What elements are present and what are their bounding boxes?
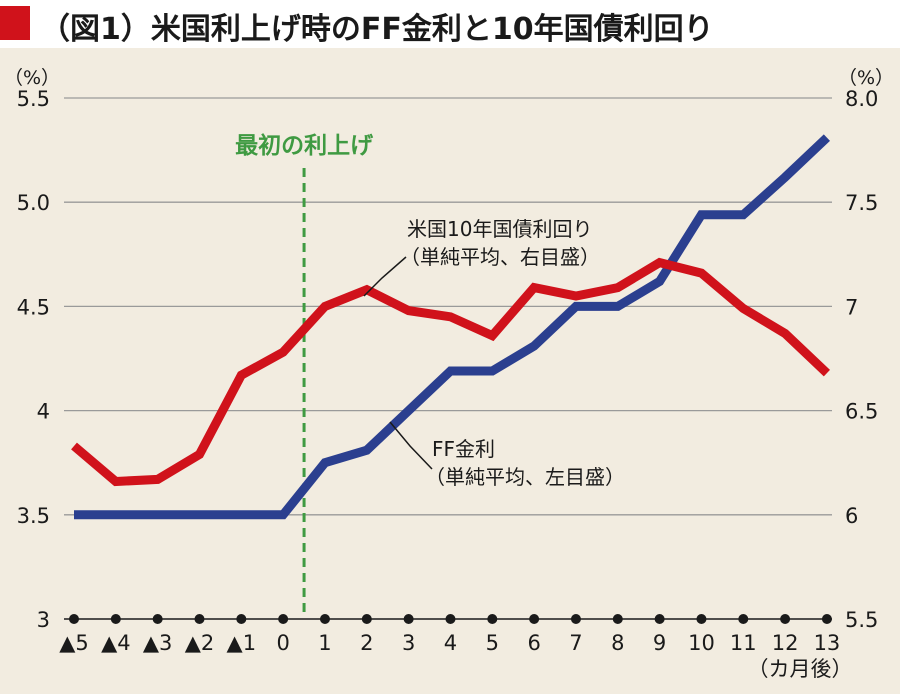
x-axis-dot [696, 614, 707, 624]
left-tick-label: 5.0 [17, 191, 50, 215]
treasury-label-line2: （単純平均、右目盛） [400, 245, 600, 269]
gridlines [64, 97, 832, 620]
x-tick-label: 4 [444, 631, 457, 655]
x-axis-ticks: ▲5 ▲4 ▲3 ▲2 ▲1 0 1 2 3 4 5 6 7 8 9 10 11 12 13 [59, 631, 840, 655]
event-marker: 最初の利上げ [235, 132, 374, 617]
ff-rate-line [74, 134, 830, 520]
x-axis-dot [403, 614, 414, 624]
x-tick-label: 5 [486, 631, 499, 655]
left-tick-label: 3 [37, 608, 50, 632]
x-axis-dot [780, 614, 791, 624]
left-axis-ticks: 3 3.5 4 4.5 5.0 5.5 [17, 87, 50, 632]
x-axis-dot [821, 614, 832, 624]
x-tick-label: 7 [569, 631, 582, 655]
left-tick-label: 4.5 [17, 295, 50, 319]
left-tick-label: 4 [37, 400, 50, 424]
x-axis-dot [738, 614, 749, 624]
x-axis-dot [361, 614, 372, 624]
x-axis-dot [110, 614, 121, 624]
left-tick-label: 5.5 [17, 87, 50, 111]
right-tick-label: 6.5 [845, 400, 878, 424]
ff-label-line2: （単純平均、左目盛） [425, 465, 625, 489]
x-tick-label: 9 [653, 631, 666, 655]
x-axis-dot [319, 614, 330, 624]
x-axis-dots [69, 614, 832, 624]
x-axis-dot [278, 614, 289, 624]
ff-label-line1: FF金利 [432, 437, 495, 461]
x-axis-dot [69, 614, 79, 624]
x-axis-dot [570, 614, 581, 624]
x-tick-label: 13 [814, 631, 841, 655]
x-axis-label: （カ月後） [748, 657, 853, 681]
x-tick-label: 6 [527, 631, 540, 655]
treasury-label-line1: 米国10年国債利回り [407, 217, 592, 241]
axes: （%） （%） 3 3.5 4 4.5 5.0 5.5 5.5 6 6.5 7 7.5 8.0 ▲5… [4, 67, 894, 681]
x-axis-dot [612, 614, 623, 624]
x-tick-label: ▲3 [143, 631, 173, 655]
x-tick-label: 12 [772, 631, 799, 655]
x-tick-label: 1 [318, 631, 331, 655]
x-axis-dot [654, 614, 665, 624]
treasury-leader-line [363, 256, 407, 297]
chart-title: （図1）米国利上げ時のFF金利と10年国債利回り [40, 12, 714, 47]
x-axis-dot [236, 614, 247, 624]
x-axis-dot [152, 614, 163, 624]
right-tick-label: 6 [845, 504, 858, 528]
x-tick-label: ▲2 [185, 631, 215, 655]
treasury-10y-line [71, 257, 830, 487]
right-tick-label: 7.5 [845, 191, 878, 215]
x-axis-dot [529, 614, 540, 624]
x-tick-label: 0 [276, 631, 289, 655]
x-tick-label: ▲1 [227, 631, 257, 655]
x-tick-label: 2 [360, 631, 373, 655]
ff-leader-line [389, 421, 433, 470]
right-tick-label: 7 [845, 295, 858, 319]
x-axis-dot [445, 614, 456, 624]
x-tick-label: 11 [730, 631, 757, 655]
right-axis-unit: （%） [838, 67, 894, 89]
right-axis-ticks: 5.5 6 6.5 7 7.5 8.0 [845, 87, 878, 632]
x-axis-dot [487, 614, 498, 624]
right-tick-label: 5.5 [845, 608, 878, 632]
x-tick-label: 3 [402, 631, 415, 655]
x-tick-label: 8 [611, 631, 624, 655]
x-tick-label: ▲5 [59, 631, 89, 655]
x-tick-label: ▲4 [101, 631, 131, 655]
x-tick-label: 10 [688, 631, 715, 655]
left-tick-label: 3.5 [17, 504, 50, 528]
right-tick-label: 8.0 [845, 87, 878, 111]
title-marker [0, 6, 30, 40]
first-hike-label: 最初の利上げ [235, 132, 374, 159]
title-bar: （図1）米国利上げ時のFF金利と10年国債利回り [0, 0, 900, 48]
series-annotations: 米国10年国債利回り （単純平均、右目盛） FF金利 （単純平均、左目盛） [363, 217, 625, 489]
x-axis-dot [194, 614, 205, 624]
series [71, 134, 830, 520]
left-axis-unit: （%） [4, 67, 60, 89]
